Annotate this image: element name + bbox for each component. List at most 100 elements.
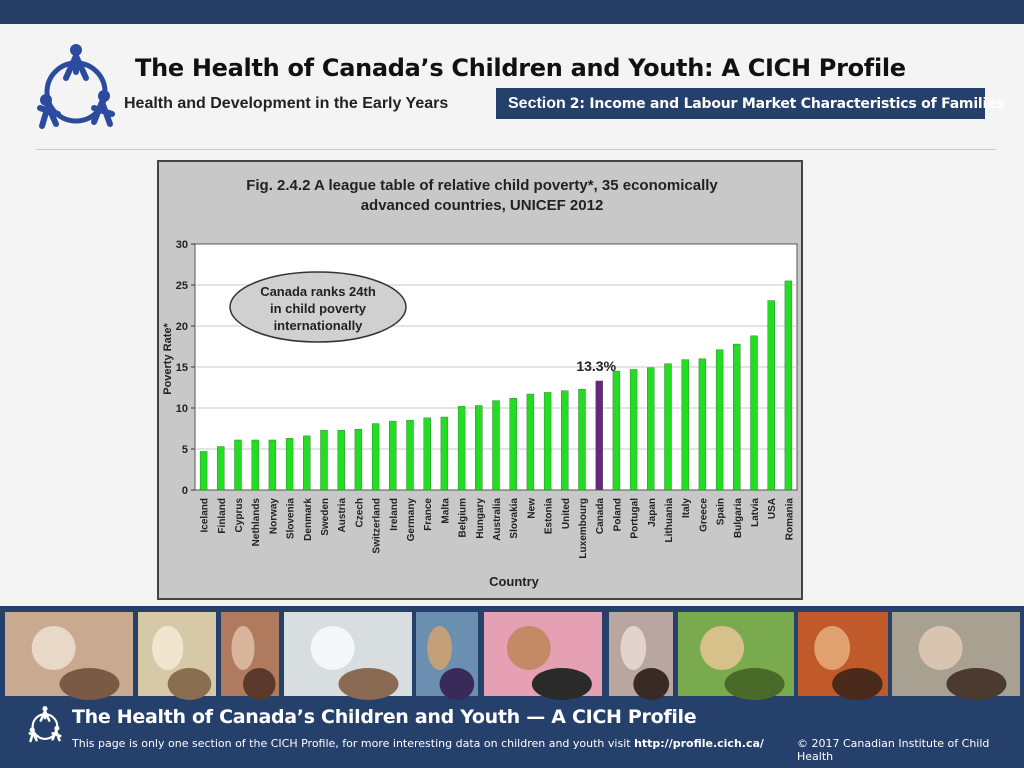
chart-title: Fig. 2.4.2 A league table of relative ch…	[159, 176, 805, 216]
annotation-line: internationally	[274, 318, 364, 333]
footer	[0, 702, 1024, 768]
x-tick-label: Austria	[337, 498, 348, 533]
dancing-child-photo	[416, 612, 478, 700]
bar-ireland	[389, 420, 397, 491]
family-circle-logo-icon	[37, 44, 115, 129]
bar-usa	[767, 300, 775, 491]
father-and-baby-photo	[5, 612, 133, 700]
bar-denmark	[303, 435, 311, 491]
bar-cyprus	[234, 439, 242, 491]
bar-spain	[715, 349, 724, 491]
bar-finland	[217, 446, 225, 491]
boy-magnifier-photo	[678, 612, 794, 700]
x-tick-label: Sweden	[320, 498, 331, 536]
y-tick-label: 10	[176, 403, 188, 415]
page-title: The Health of Canada’s Children and Yout…	[135, 54, 906, 82]
x-tick-label: Japan	[647, 498, 658, 527]
y-tick-label: 5	[182, 444, 188, 456]
sisters-photo	[221, 612, 279, 700]
section-title: 2: Income and Labour Market Characterist…	[569, 95, 1005, 112]
x-tick-label: USA	[767, 498, 778, 519]
bar-slovenia	[285, 438, 294, 491]
poverty-bar-chart: 0 5 10 15 20 25 30 Poverty Rate* Iceland Finland C…	[162, 239, 798, 589]
bar-canada	[595, 380, 603, 491]
x-tick-label: Cyprus	[234, 498, 245, 533]
footer-logo-icon	[28, 706, 62, 743]
bar-czech	[354, 429, 363, 491]
bar-latvia	[750, 335, 758, 491]
bar-united	[561, 390, 569, 491]
annotation-line: in child poverty	[270, 301, 367, 316]
bar-poland	[612, 370, 621, 491]
header-divider	[36, 149, 996, 150]
footer-title: The Health of Canada’s Children and Yout…	[72, 706, 697, 728]
x-tick-label: United	[561, 498, 572, 529]
x-tick-label: Luxembourg	[578, 498, 589, 559]
bar-germany	[406, 420, 414, 491]
bar-lithuania	[664, 363, 672, 491]
annotation-ellipse	[229, 271, 407, 343]
group-of-kids-photo	[892, 612, 1020, 700]
x-tick-label: Denmark	[303, 498, 314, 541]
section-word: Section	[508, 94, 566, 112]
x-tick-label: Slovakia	[509, 498, 520, 539]
footer-link[interactable]: http://profile.cich.ca/	[634, 737, 764, 750]
chart-frame: Fig. 2.4.2 A league table of relative ch…	[157, 160, 803, 600]
bar-italy	[681, 359, 689, 491]
x-tick-label: Bulgaria	[733, 498, 744, 538]
annotation-line: Canada ranks 24th	[260, 284, 376, 299]
bar-iceland	[199, 451, 208, 491]
y-tick-label: 0	[182, 485, 188, 497]
x-tick-label: Czech	[354, 498, 365, 527]
x-tick-label: Portugal	[630, 498, 641, 539]
section-banner: Section 2: Income and Labour Market Char…	[496, 88, 1005, 119]
bar-japan	[647, 367, 655, 491]
bar-australia	[492, 400, 500, 491]
x-tick-label: Germany	[406, 498, 417, 542]
bar-portugal	[629, 369, 638, 491]
bar-switzerland	[371, 423, 380, 491]
bar-nethlands	[251, 439, 259, 491]
mother-and-newborn-photo	[609, 612, 673, 700]
x-tick-label: Estonia	[544, 498, 555, 535]
footer-note-text: This page is only one section of the CIC…	[72, 737, 635, 750]
bar-sweden	[320, 429, 328, 491]
x-tick-label: Lithuania	[664, 498, 675, 543]
x-tick-label: Iceland	[200, 498, 211, 532]
x-tick-label: Latvia	[750, 498, 761, 527]
copyright: © 2017 Canadian Institute of Child Healt…	[797, 737, 990, 763]
doctor-and-child-photo	[284, 612, 412, 700]
x-tick-label: Slovenia	[286, 498, 297, 540]
x-tick-label: France	[423, 498, 434, 531]
x-tick-label: Belgium	[458, 498, 469, 538]
canada-value-label: 13.3%	[576, 358, 616, 374]
y-tick-label: 15	[176, 362, 188, 374]
chart-title-line2: advanced countries, UNICEF 2012	[360, 197, 604, 214]
x-tick-label: Spain	[716, 498, 727, 525]
y-axis-label: Poverty Rate*	[162, 323, 174, 395]
bar-hungary	[475, 405, 483, 491]
bar-luxembourg	[578, 388, 586, 491]
x-tick-label: Norway	[268, 498, 279, 535]
page-subtitle: Health and Development in the Early Year…	[124, 95, 449, 112]
x-tick-label: Nethlands	[251, 498, 262, 547]
x-tick-label: Switzerland	[372, 498, 383, 554]
x-tick-label: Romania	[784, 498, 795, 541]
bar-norway	[268, 439, 277, 491]
bar-romania	[784, 280, 793, 491]
y-tick-label: 25	[176, 280, 188, 292]
y-tick-label: 30	[176, 239, 188, 251]
x-tick-label: Italy	[681, 498, 692, 518]
child-phone-photo	[798, 612, 888, 700]
bar-new	[526, 393, 535, 491]
bar-greece	[698, 358, 707, 491]
bar-belgium	[457, 406, 466, 491]
top-banner	[0, 0, 1024, 24]
footer-note: This page is only one section of the CIC…	[72, 737, 764, 750]
bar-estonia	[543, 392, 552, 491]
x-tick-label: Malta	[440, 498, 451, 524]
x-tick-label: New	[526, 498, 537, 519]
chart-title-line1: Fig. 2.4.2 A league table of relative ch…	[246, 177, 718, 194]
bar-slovakia	[509, 397, 517, 491]
bar-austria	[337, 429, 345, 491]
